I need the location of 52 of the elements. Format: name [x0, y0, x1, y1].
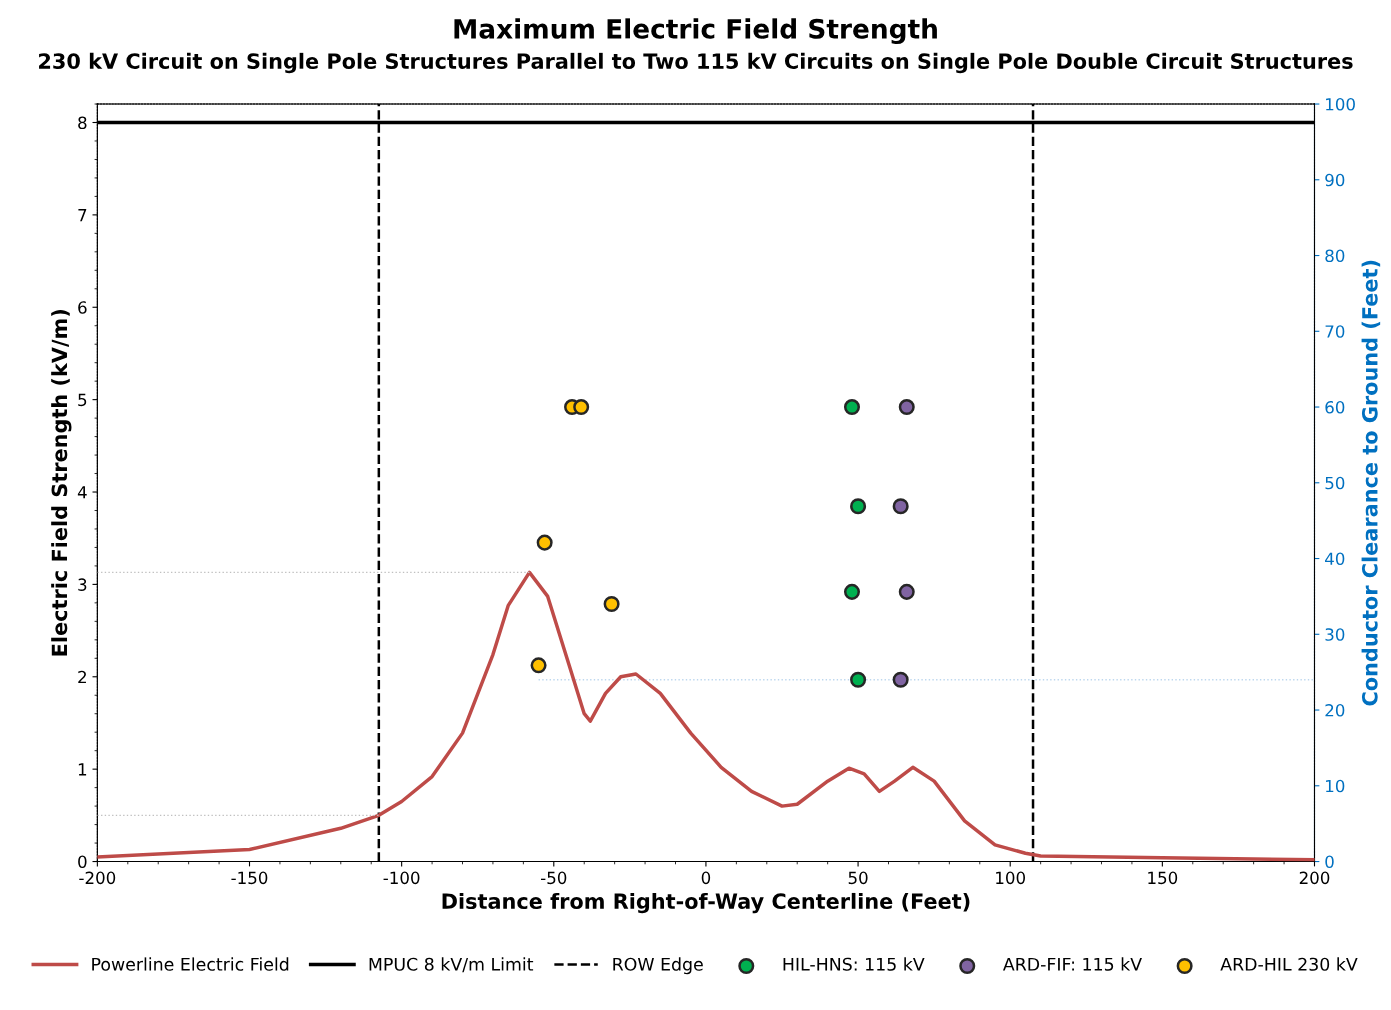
x-tick-label: 50 — [848, 871, 868, 885]
x-tick-label: 150 — [1148, 871, 1178, 885]
y2-tick-label: 40 — [1325, 552, 1345, 566]
y-tick-label: 3 — [78, 578, 87, 591]
legend-label: ARD-FIF: 115 kV — [1002, 957, 1142, 971]
y2-tick-label: 80 — [1325, 249, 1345, 263]
legend-label: ROW Edge — [613, 957, 703, 975]
y2-tick-label: 60 — [1325, 400, 1345, 414]
point — [573, 399, 590, 416]
y-tick-label: 1 — [78, 763, 87, 776]
x-tick-label: 200 — [1299, 871, 1330, 885]
y-tick-label: 5 — [78, 393, 87, 407]
chart-subtitle: 230 kV Circuit on Single Pole Structures Parallel to Two 115 kV Circuits on Single Pole Double Circuit Structures — [39, 52, 1353, 74]
legend-label: MPUC 8 kV/m Limit — [369, 957, 534, 973]
x-tick-label: -150 — [231, 871, 268, 885]
point — [892, 671, 909, 688]
y-tick-label: 4 — [77, 486, 87, 499]
x-tick-label: 0 — [701, 871, 711, 885]
y-tick-label: 7 — [78, 209, 87, 222]
x-tick-label: -200 — [79, 871, 116, 885]
y2-tick-label: 10 — [1326, 779, 1345, 793]
legend-label: HIL-HNS: 115 kV — [783, 957, 925, 971]
chart-title: Maximum Electric Field Strength — [454, 18, 937, 45]
y-tick-label: 6 — [78, 301, 87, 314]
y-axis-title: Electric Field Strength (kV/m) — [51, 310, 72, 656]
point — [850, 498, 867, 515]
x-axis-title: Distance from Right-of-Way Centerline (Feet) — [442, 892, 970, 914]
legend-label: ARD-HIL 230 kV — [1220, 957, 1358, 971]
y2-tick-label: 30 — [1325, 628, 1345, 641]
y-tick-label: 0 — [78, 855, 87, 869]
y2-tick-label: 100 — [1326, 97, 1355, 111]
y2-axis-title: Conductor Clearance to Ground (Feet) — [1361, 260, 1381, 706]
y2-tick-label: 90 — [1325, 173, 1345, 187]
y-tick-label: 8 — [78, 116, 87, 130]
point — [603, 595, 620, 612]
x-tick-label: -50 — [541, 871, 567, 885]
point — [536, 534, 553, 551]
point — [843, 399, 861, 416]
point — [898, 399, 915, 416]
point — [892, 498, 909, 515]
point — [530, 657, 547, 674]
y2-tick-label: 70 — [1325, 325, 1345, 338]
y2-tick-label: 0 — [1325, 855, 1334, 869]
legend-label: Powerline Electric Field — [92, 957, 289, 971]
point — [898, 583, 915, 600]
y-tick-label: 2 — [78, 670, 86, 684]
point — [850, 671, 867, 688]
y2-tick-label: 20 — [1325, 703, 1345, 717]
x-tick-label: 100 — [996, 871, 1026, 885]
x-tick-label: -100 — [383, 871, 420, 885]
y2-tick-label: 50 — [1325, 476, 1345, 490]
point — [843, 583, 861, 600]
